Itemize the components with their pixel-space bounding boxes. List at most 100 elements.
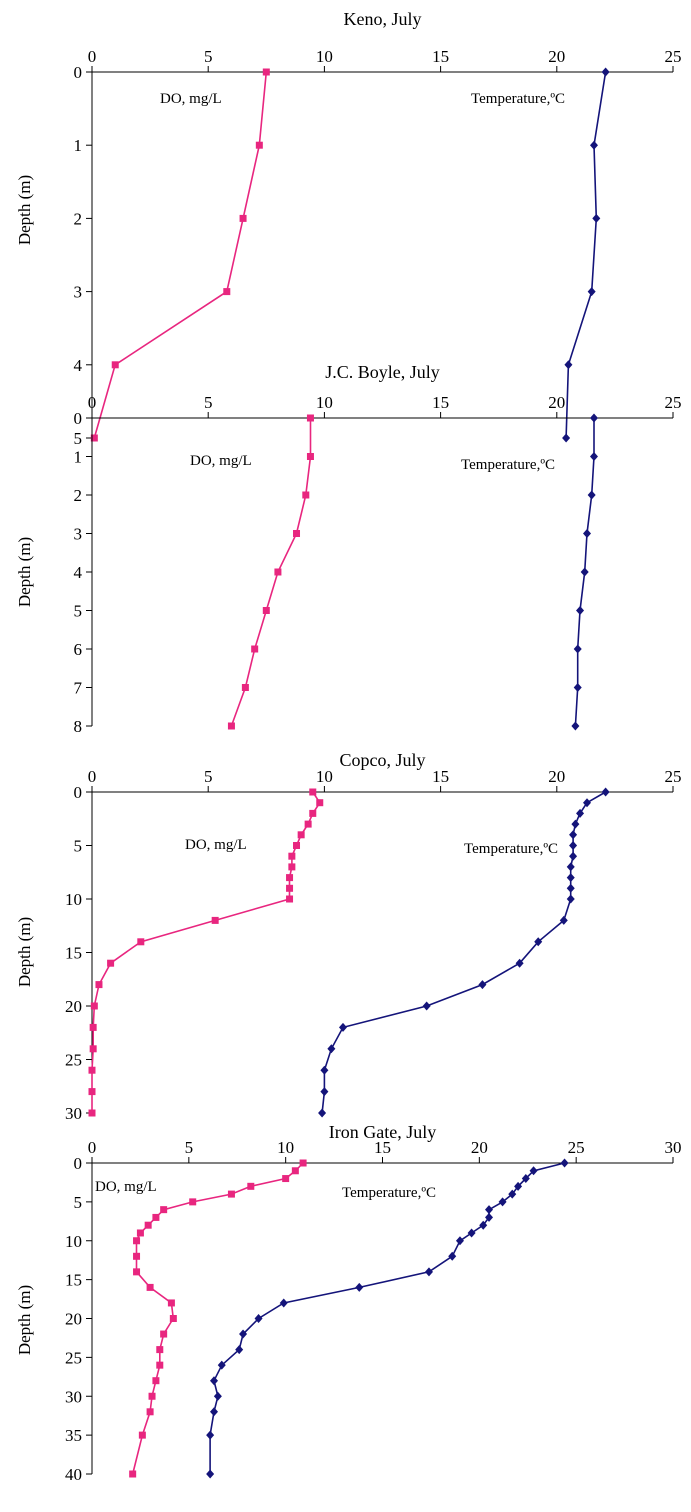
temperature-data-point: [448, 1251, 457, 1261]
do-data-point: [274, 568, 282, 576]
do-data-point: [88, 1066, 96, 1074]
do-data-point: [247, 1182, 255, 1190]
temperature-series-label: Temperature,ºC: [464, 841, 558, 857]
x-tick-label: 25: [665, 767, 682, 786]
temperature-data-point: [239, 1329, 248, 1339]
y-axis-label: Depth (m): [15, 917, 34, 987]
do-data-point: [297, 831, 305, 839]
do-data-point: [137, 938, 145, 946]
temperature-data-point: [254, 1314, 263, 1323]
temperature-data-point: [564, 360, 573, 370]
y-tick-label: 0: [74, 409, 83, 428]
do-data-point: [262, 607, 270, 614]
do-data-point: [133, 1237, 141, 1245]
temperature-data-point: [580, 567, 589, 577]
do-data-point: [304, 820, 312, 828]
y-tick-label: 20: [65, 997, 82, 1016]
y-tick-label: 8: [74, 717, 83, 736]
do-data-point: [146, 1408, 154, 1416]
do-data-point: [306, 453, 314, 460]
do-data-point: [90, 1002, 98, 1010]
temperature-data-point: [355, 1282, 364, 1292]
do-series-label: DO, mg/L: [190, 453, 252, 469]
do-data-point: [156, 1361, 164, 1369]
temperature-data-point: [587, 287, 596, 297]
temperature-series-label: Temperature,ºC: [461, 457, 555, 473]
temperature-data-point: [583, 529, 592, 538]
do-data-point: [288, 863, 296, 871]
temperature-data-point: [467, 1228, 476, 1238]
do-data-point: [211, 916, 219, 924]
y-tick-label: 0: [74, 783, 83, 802]
temperature-data-point: [566, 883, 575, 893]
temperature-data-point: [592, 213, 601, 223]
y-tick-label: 25: [65, 1051, 82, 1070]
x-tick-label: 0: [88, 393, 97, 412]
temperature-data-point: [569, 851, 578, 861]
temperature-data-point: [589, 452, 598, 461]
temperature-data-point: [569, 841, 578, 850]
temperature-data-point: [235, 1345, 244, 1355]
x-tick-label: 5: [185, 1138, 194, 1157]
temperature-data-point: [559, 915, 568, 925]
y-tick-label: 5: [74, 837, 83, 856]
y-tick-label: 30: [65, 1104, 82, 1123]
do-data-point: [227, 1190, 235, 1198]
do-data-point: [144, 1221, 152, 1229]
x-tick-label: 25: [665, 393, 682, 412]
do-data-point: [316, 799, 324, 807]
do-data-point: [255, 141, 263, 149]
temperature-data-point: [566, 873, 575, 883]
do-series-label: DO, mg/L: [95, 1179, 157, 1195]
x-tick-label: 0: [88, 1138, 97, 1157]
do-data-point: [156, 1346, 164, 1354]
temperature-data-point: [210, 1407, 219, 1417]
temperature-data-point: [589, 140, 598, 150]
do-data-point: [160, 1330, 168, 1338]
y-tick-label: 1: [74, 136, 83, 155]
y-tick-label: 40: [65, 1465, 82, 1484]
y-tick-label: 20: [65, 1310, 82, 1329]
temperature-data-point: [320, 1065, 329, 1075]
temperature-data-point: [571, 721, 580, 731]
x-tick-label: 0: [88, 47, 97, 66]
temperature-data-point: [485, 1205, 494, 1215]
x-tick-label: 5: [204, 767, 213, 786]
do-data-point: [309, 809, 317, 817]
temperature-data-point: [424, 1267, 433, 1277]
x-tick-label: 10: [316, 47, 333, 66]
do-data-point: [291, 1167, 299, 1175]
do-data-point: [89, 1023, 97, 1031]
y-tick-label: 3: [74, 283, 83, 302]
temperature-data-point: [479, 1220, 488, 1230]
temperature-data-point: [279, 1298, 288, 1308]
do-series-label: DO, mg/L: [185, 837, 247, 853]
do-data-point: [227, 722, 235, 730]
do-data-point: [293, 530, 301, 537]
temperature-data-point: [206, 1430, 215, 1440]
y-tick-label: 30: [65, 1387, 82, 1406]
do-series-label: DO, mg/L: [160, 91, 222, 107]
x-tick-label: 10: [316, 767, 333, 786]
x-tick-label: 20: [548, 47, 565, 66]
y-tick-label: 3: [74, 525, 83, 544]
temperature-data-point: [478, 980, 487, 990]
do-data-point: [148, 1392, 156, 1400]
do-data-point: [309, 788, 317, 796]
y-tick-label: 0: [74, 1154, 83, 1173]
do-data-point: [293, 842, 301, 849]
do-data-point: [160, 1206, 168, 1214]
x-tick-label: 10: [316, 393, 333, 412]
temperature-data-point: [589, 413, 598, 423]
temperature-series-label: Temperature,ºC: [342, 1185, 436, 1201]
temperature-data-point: [566, 894, 575, 904]
x-tick-label: 5: [204, 393, 213, 412]
y-tick-label: 35: [65, 1426, 82, 1445]
do-data-point: [88, 1088, 96, 1096]
do-data-point: [306, 414, 314, 422]
do-data-point: [138, 1431, 146, 1439]
y-tick-label: 7: [74, 679, 83, 698]
y-tick-label: 2: [74, 486, 83, 505]
